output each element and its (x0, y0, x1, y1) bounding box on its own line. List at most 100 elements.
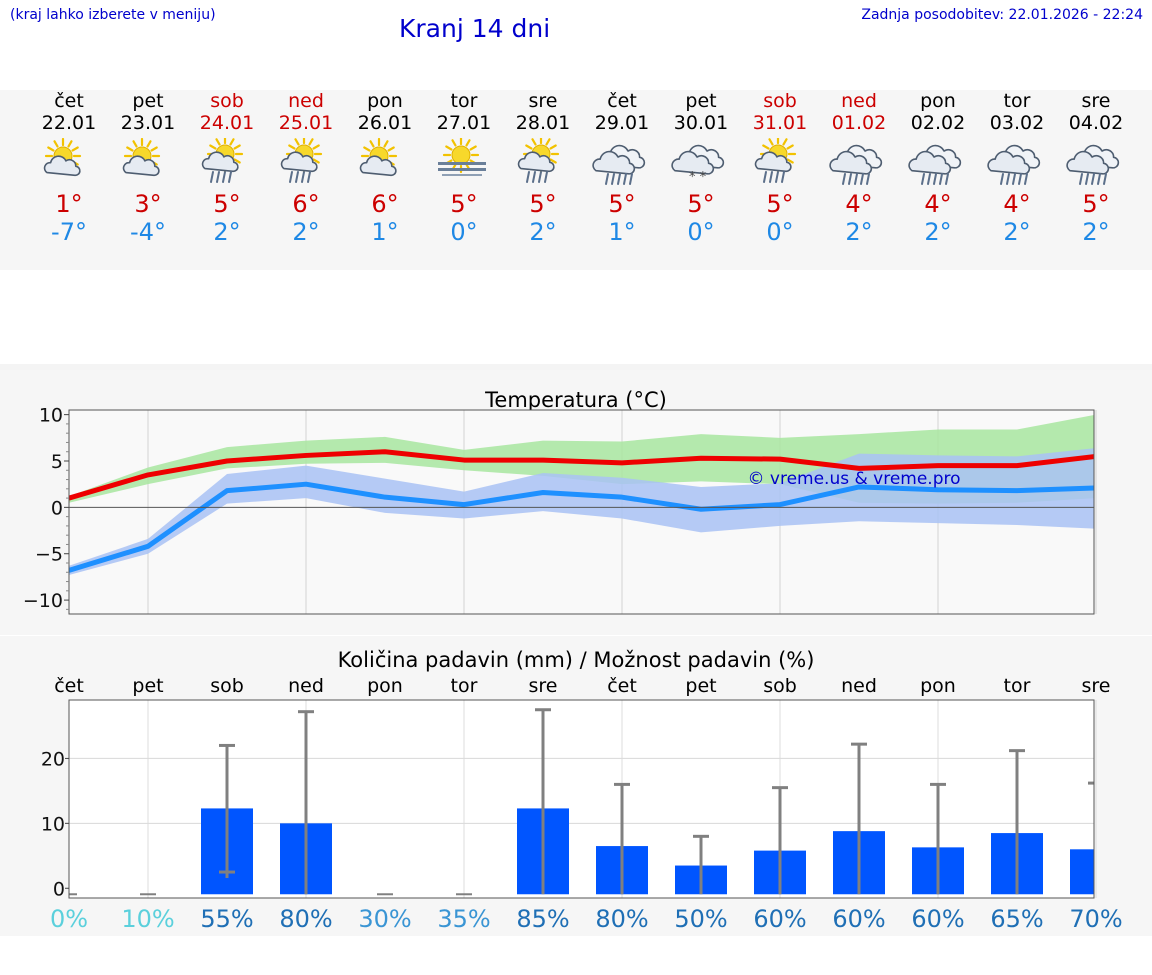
partly-cloudy-sun-icon (43, 138, 82, 177)
cloud-rain-icon (1066, 144, 1120, 185)
temp-min: 2° (924, 218, 952, 246)
day-date: 25.01 (278, 112, 334, 134)
plot-frame (68, 409, 1095, 615)
day-name: tor (450, 90, 478, 112)
day-name: sob (763, 90, 797, 112)
cloud-rain-icon (592, 144, 646, 185)
category-label: ned (841, 675, 877, 697)
watermark: © vreme.us & vreme.pro (747, 469, 960, 489)
y-tick-label: 20 (41, 748, 65, 770)
precip-probability: 80% (279, 905, 332, 933)
temp-max: 1° (55, 190, 83, 218)
temperature-panel: Temperatura (°C) 10 5 0 −5 −10 © vreme.us & v… (0, 370, 1152, 635)
day-name: tor (1003, 90, 1031, 112)
forecast-day: pet 30.01 * * 5° 0° (662, 90, 741, 246)
day-date: 31.01 (752, 112, 808, 134)
temp-min: 0° (450, 218, 478, 246)
day-name: čet (607, 90, 637, 112)
temp-max: 6° (371, 190, 399, 218)
forecast-day: ned 25.01 6° 2° (267, 90, 346, 246)
day-name: pon (920, 90, 956, 112)
category-label: sre (529, 675, 558, 697)
category-label: tor (451, 675, 478, 697)
category-label: pon (920, 675, 956, 697)
day-date: 23.01 (120, 112, 176, 134)
day-date: 03.02 (989, 112, 1045, 134)
precipitation-chart: čet pet sob ned pon tor sre čet pet sob ned pon tor s… (41, 675, 1123, 933)
forecast-day: čet 29.01 5° 1° (583, 90, 662, 246)
y-tick-label: 10 (41, 813, 65, 835)
max-temp-line (69, 449, 1094, 501)
plot-frame (68, 699, 1095, 899)
category-label: pon (367, 675, 403, 697)
precipitation-panel: Količina padavin (mm) / Možnost padavin … (0, 636, 1152, 936)
day-date: 24.01 (199, 112, 255, 134)
category-label: tor (1004, 675, 1031, 697)
precip-bar (1070, 849, 1094, 895)
divider (0, 364, 1152, 370)
day-name: pon (367, 90, 403, 112)
precip-probability: 50% (674, 905, 727, 933)
category-label: sob (210, 675, 244, 697)
temp-max: 6° (292, 190, 320, 218)
temp-min: 0° (766, 218, 794, 246)
temp-min: 0° (687, 218, 715, 246)
day-date: 27.01 (436, 112, 492, 134)
temp-min: 2° (292, 218, 320, 246)
forecast-day: tor 03.02 4° 2° (978, 90, 1057, 246)
temp-max: 5° (687, 190, 715, 218)
temp-max: 4° (845, 190, 873, 218)
day-date: 04.02 (1068, 112, 1124, 134)
forecast-day: pon 02.02 4° 2° (899, 90, 978, 246)
category-label: čet (54, 675, 84, 697)
sun-fog-icon (438, 138, 486, 176)
daily-forecast-strip: čet 22.01 1° -7° pet 23.01 3° -4° sob 24.01 5° 2° ne… (0, 90, 1152, 270)
temperature-chart: 10 5 0 −5 −10 © vreme.us & vreme.pro (23, 405, 1097, 615)
category-label: ned (288, 675, 324, 697)
day-date: 29.01 (594, 112, 650, 134)
sun-cloud-rain-icon (517, 138, 560, 183)
precip-probability: 0% (50, 905, 88, 933)
forecast-day: sre 28.01 5° 2° (504, 90, 583, 246)
temp-min: 1° (371, 218, 399, 246)
day-date: 26.01 (357, 112, 413, 134)
svg-text:* *: * * (689, 170, 707, 185)
page-title: Kranj 14 dni (399, 14, 551, 43)
sun-cloud-rain-icon (201, 138, 244, 183)
sun-cloud-rain-icon (280, 138, 323, 183)
day-date: 01.02 (831, 112, 887, 134)
category-label: sre (1082, 675, 1111, 697)
y-tick-label: 5 (51, 451, 63, 473)
precip-probability: 65% (990, 905, 1043, 933)
precip-probability: 60% (753, 905, 806, 933)
temp-max: 4° (1003, 190, 1031, 218)
partly-cloudy-sun-icon (122, 138, 161, 177)
temp-min: 2° (529, 218, 557, 246)
temp-max: 4° (924, 190, 952, 218)
last-update: Zadnja posodobitev: 22.01.2026 - 22:24 (861, 7, 1143, 23)
temp-max: 3° (134, 190, 162, 218)
forecast-day: čet 22.01 1° -7° (30, 90, 109, 246)
precip-probability: 60% (832, 905, 885, 933)
y-tick-label: 0 (51, 497, 63, 519)
forecast-day: pon 26.01 6° 1° (346, 90, 425, 246)
forecast-day: sob 31.01 5° 0° (741, 90, 820, 246)
temp-min: 2° (1082, 218, 1110, 246)
day-date: 30.01 (673, 112, 729, 134)
temp-max: 5° (529, 190, 557, 218)
cloud-rain-icon (908, 144, 962, 185)
day-name: sre (528, 90, 558, 112)
day-name: ned (841, 90, 877, 112)
day-name: pet (685, 90, 717, 112)
temp-max: 5° (213, 190, 241, 218)
forecast-day: tor 27.01 5° 0° (425, 90, 504, 246)
day-name: čet (54, 90, 84, 112)
precip-probability: 60% (911, 905, 964, 933)
temp-min: -7° (51, 218, 87, 246)
day-date: 28.01 (515, 112, 571, 134)
precip-probability: 35% (437, 905, 490, 933)
day-name: pet (132, 90, 164, 112)
y-tick-label: −10 (23, 590, 63, 612)
temp-min: 2° (213, 218, 241, 246)
temperature-chart-title: Temperatura (°C) (485, 388, 667, 412)
